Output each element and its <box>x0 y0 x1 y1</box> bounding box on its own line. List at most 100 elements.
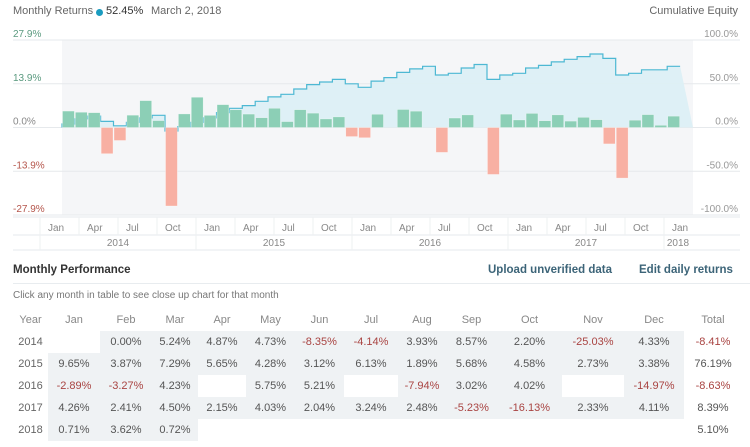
month-cell[interactable]: 4.23% <box>152 375 198 397</box>
month-tick-label: Apr <box>555 223 571 234</box>
year-tick-label: 2015 <box>263 238 286 249</box>
month-cell[interactable]: 7.29% <box>152 353 198 375</box>
month-cell[interactable]: 0.72% <box>152 419 198 441</box>
month-cell[interactable]: 4.87% <box>198 331 246 353</box>
column-header-oct: Oct <box>520 314 539 326</box>
left-axis-tick: -13.9% <box>13 160 45 171</box>
column-header-nov: Nov <box>583 314 603 326</box>
month-cell <box>198 419 246 441</box>
bar-2015-06 <box>255 117 268 128</box>
bar-2017-08 <box>590 119 603 128</box>
bar-2014-08 <box>126 114 140 128</box>
month-cell[interactable]: 0.71% <box>48 419 100 441</box>
bar-2015-03 <box>216 104 230 128</box>
bar-2017-06 <box>564 120 577 128</box>
month-cell[interactable]: -2.89% <box>48 375 100 397</box>
left-axis-tick: 27.9% <box>13 29 41 40</box>
column-header-sep: Sep <box>461 314 482 326</box>
month-cell[interactable]: -25.03% <box>562 331 624 353</box>
month-cell[interactable]: -16.13% <box>497 397 562 419</box>
month-cell[interactable]: 5.68% <box>446 353 497 375</box>
month-cell <box>398 419 446 441</box>
month-cell[interactable]: 3.93% <box>398 331 446 353</box>
column-header-dec: Dec <box>644 314 664 326</box>
month-cell <box>198 375 246 397</box>
bar-2015-04 <box>229 109 243 128</box>
bar-2014-10 <box>152 120 165 128</box>
right-axis-tick: 0.0% <box>715 117 738 128</box>
bar-2017-12 <box>641 114 655 128</box>
month-cell[interactable]: 2.04% <box>295 397 344 419</box>
month-cell[interactable]: 2.41% <box>100 397 152 419</box>
month-cell[interactable]: 4.11% <box>624 397 684 419</box>
hover-date: March 2, 2018 <box>151 5 222 17</box>
column-header-feb: Feb <box>116 314 136 326</box>
column-header-year: Year <box>19 314 42 326</box>
bar-2015-05 <box>242 113 255 128</box>
month-cell[interactable]: -14.97% <box>624 375 684 397</box>
month-cell[interactable]: -3.27% <box>100 375 152 397</box>
column-header-jan: Jan <box>65 314 83 326</box>
year-cell: 2017 <box>18 402 43 414</box>
month-cell <box>295 419 344 441</box>
year-cell: 2018 <box>18 424 43 436</box>
month-cell[interactable]: 5.21% <box>295 375 344 397</box>
month-cell[interactable]: 2.20% <box>497 331 562 353</box>
month-cell[interactable]: 3.38% <box>624 353 684 375</box>
month-cell[interactable]: 4.03% <box>246 397 295 419</box>
month-cell[interactable]: 2.73% <box>562 353 624 375</box>
chart-title: Monthly Returns <box>13 5 94 17</box>
month-cell[interactable]: 9.65% <box>48 353 100 375</box>
month-cell[interactable]: 4.73% <box>246 331 295 353</box>
month-cell[interactable]: -8.35% <box>295 331 344 353</box>
month-cell[interactable]: 2.48% <box>398 397 446 419</box>
month-cell <box>344 419 398 441</box>
year-tick-label: 2018 <box>667 238 690 249</box>
month-tick-label: Apr <box>399 223 415 234</box>
month-cell[interactable]: -5.23% <box>446 397 497 419</box>
bar-2016-06 <box>409 110 423 128</box>
upload-unverified-data-link[interactable]: Upload unverified data <box>488 264 612 276</box>
bar-2015-08 <box>281 121 294 128</box>
month-cell[interactable]: 8.57% <box>446 331 497 353</box>
month-cell[interactable]: 4.26% <box>48 397 100 419</box>
month-cell[interactable]: 5.24% <box>152 331 198 353</box>
year-tick-label: 2014 <box>107 238 130 249</box>
month-cell[interactable]: 5.65% <box>198 353 246 375</box>
month-cell[interactable]: 6.13% <box>344 353 398 375</box>
bar-2015-12 <box>332 116 346 128</box>
month-cell[interactable]: 4.58% <box>497 353 562 375</box>
bar-2016-08 <box>435 127 449 153</box>
bar-2016-09 <box>448 117 461 128</box>
month-cell[interactable]: 5.75% <box>246 375 295 397</box>
month-cell[interactable]: 4.33% <box>624 331 684 353</box>
month-tick-label: Jul <box>126 223 139 234</box>
column-header-jun: Jun <box>310 314 329 326</box>
bar-2017-11 <box>628 119 642 128</box>
year-tick-label: 2017 <box>575 238 598 249</box>
month-cell <box>246 419 295 441</box>
column-header-jul: Jul <box>363 314 379 326</box>
month-cell[interactable]: 3.02% <box>446 375 497 397</box>
edit-daily-returns-link[interactable]: Edit daily returns <box>639 264 733 276</box>
right-axis-tick: 100.0% <box>704 29 738 40</box>
month-cell[interactable]: 4.50% <box>152 397 198 419</box>
month-cell[interactable]: 1.89% <box>398 353 446 375</box>
table-row: 2016 -2.89% -3.27% 4.23% 5.75% 5.21% -7.94% 3.0… <box>13 375 742 397</box>
right-axis-tick: -50.0% <box>706 160 738 171</box>
month-cell[interactable]: 3.24% <box>344 397 398 419</box>
month-cell[interactable]: 0.00% <box>100 331 152 353</box>
month-cell[interactable]: 2.15% <box>198 397 246 419</box>
month-cell[interactable]: 3.12% <box>295 353 344 375</box>
month-cell[interactable]: -4.14% <box>344 331 398 353</box>
bar-2017-10 <box>615 127 629 179</box>
right-axis-title: Cumulative Equity <box>649 5 738 17</box>
bar-2015-07 <box>268 108 281 128</box>
month-cell[interactable]: 3.87% <box>100 353 152 375</box>
month-cell[interactable]: 2.33% <box>562 397 624 419</box>
month-cell[interactable]: 3.62% <box>100 419 152 441</box>
month-cell[interactable]: 4.28% <box>246 353 295 375</box>
monthly-returns-chart[interactable]: 27.9% 100.0% 13.9% 50.0% 0.0% 0.0% -13.9% -50.0… <box>0 0 750 255</box>
month-cell[interactable]: -7.94% <box>398 375 446 397</box>
month-cell[interactable]: 4.02% <box>497 375 562 397</box>
